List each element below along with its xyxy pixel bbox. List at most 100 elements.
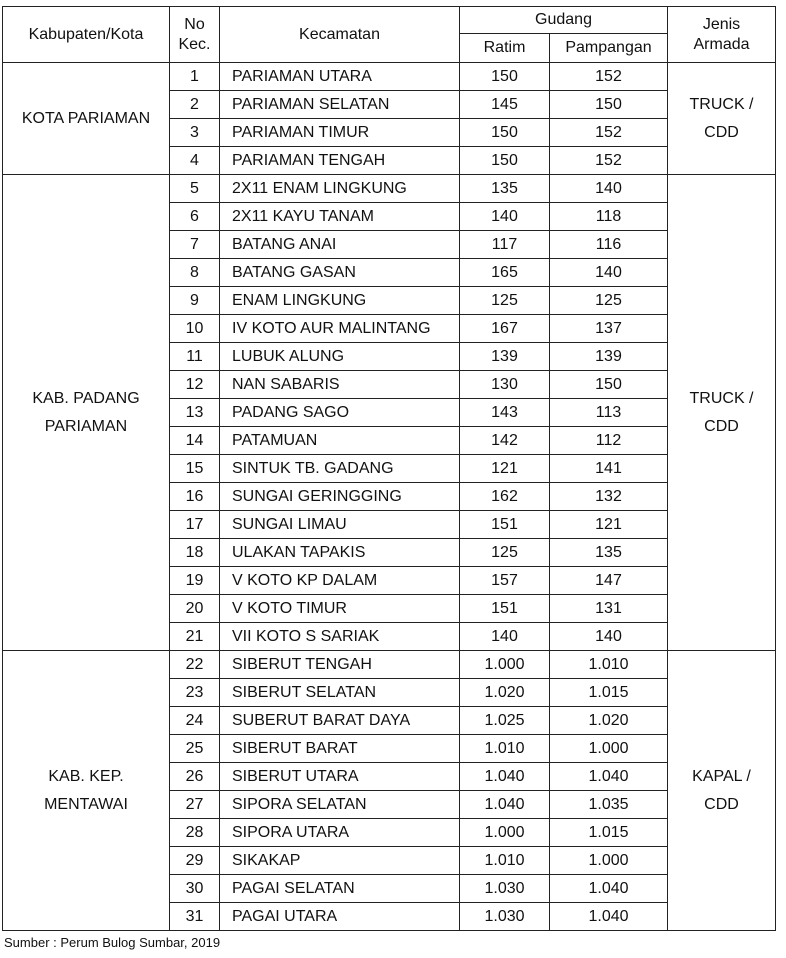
ratim-cell: 150: [459, 62, 550, 91]
pampangan-cell: 140: [549, 258, 668, 287]
kecamatan-cell: BATANG ANAI: [219, 230, 460, 259]
no-cell: 13: [169, 398, 220, 427]
pampangan-cell: 152: [549, 118, 668, 147]
no-cell: 21: [169, 622, 220, 651]
kecamatan-cell: PAGAI UTARA: [219, 902, 460, 931]
kecamatan-cell: SUBERUT BARAT DAYA: [219, 706, 460, 735]
pampangan-cell: 1.010: [549, 650, 668, 679]
kecamatan-cell: V KOTO TIMUR: [219, 594, 460, 623]
pampangan-cell: 140: [549, 622, 668, 651]
ratim-cell: 121: [459, 454, 550, 483]
ratim-cell: 1.020: [459, 678, 550, 707]
no-cell: 24: [169, 706, 220, 735]
table-row: 28 SIPORA UTARA 1.000 1.015: [3, 818, 776, 847]
kecamatan-cell: PARIAMAN UTARA: [219, 62, 460, 91]
no-cell: 1: [169, 62, 220, 91]
pampangan-cell: 112: [549, 426, 668, 455]
armada-line: CDD: [704, 417, 739, 435]
no-cell: 17: [169, 510, 220, 539]
header-pampangan: Pampangan: [549, 33, 668, 63]
no-cell: 7: [169, 230, 220, 259]
no-cell: 30: [169, 874, 220, 903]
armada-line: TRUCK /: [689, 95, 754, 113]
no-cell: 26: [169, 762, 220, 791]
no-cell: 23: [169, 678, 220, 707]
no-cell: 12: [169, 370, 220, 399]
ratim-cell: 1.010: [459, 846, 550, 875]
no-cell: 3: [169, 118, 220, 147]
table-row: 25 SIBERUT BARAT 1.010 1.000: [3, 734, 776, 763]
pampangan-cell: 139: [549, 342, 668, 371]
table-row: 13 PADANG SAGO 143 113: [3, 398, 776, 427]
header-armada-line2: Armada: [693, 35, 750, 53]
armada-cell: TRUCK / CDD: [667, 62, 776, 175]
table-row: 24 SUBERUT BARAT DAYA 1.025 1.020: [3, 706, 776, 735]
no-cell: 5: [169, 174, 220, 203]
header-kecamatan: Kecamatan: [219, 6, 460, 63]
pampangan-cell: 150: [549, 90, 668, 119]
kecamatan-cell: 2X11 KAYU TANAM: [219, 202, 460, 231]
no-cell: 11: [169, 342, 220, 371]
ratim-cell: 145: [459, 90, 550, 119]
pampangan-cell: 132: [549, 482, 668, 511]
ratim-cell: 1.025: [459, 706, 550, 735]
kecamatan-cell: PARIAMAN TIMUR: [219, 118, 460, 147]
region-line: PARIAMAN: [44, 417, 128, 435]
armada-line: CDD: [704, 795, 739, 813]
armada-line: CDD: [704, 123, 739, 141]
kecamatan-cell: SUNGAI GERINGGING: [219, 482, 460, 511]
ratim-cell: 142: [459, 426, 550, 455]
pampangan-cell: 1.000: [549, 734, 668, 763]
table-row: 29 SIKAKAP 1.010 1.000: [3, 846, 776, 875]
pampangan-cell: 113: [549, 398, 668, 427]
ratim-cell: 1.000: [459, 818, 550, 847]
kecamatan-cell: SIBERUT TENGAH: [219, 650, 460, 679]
kecamatan-cell: SIPORA SELATAN: [219, 790, 460, 819]
kecamatan-cell: IV KOTO AUR MALINTANG: [219, 314, 460, 343]
table-row: 15 SINTUK TB. GADANG 121 141: [3, 454, 776, 483]
pampangan-cell: 1.000: [549, 846, 668, 875]
table-row: KAB. PADANG PARIAMAN 5 2X11 ENAM LINGKUNG 13…: [2, 174, 776, 651]
table-row: 30 PAGAI SELATAN 1.030 1.040: [3, 874, 776, 903]
no-cell: 27: [169, 790, 220, 819]
ratim-cell: 1.000: [459, 650, 550, 679]
table-row: 27 SIPORA SELATAN 1.040 1.035: [3, 790, 776, 819]
ratim-cell: 150: [459, 146, 550, 175]
armada-line: KAPAL /: [692, 767, 751, 785]
kecamatan-cell: SIKAKAP: [219, 846, 460, 875]
kecamatan-cell: NAN SABARIS: [219, 370, 460, 399]
kecamatan-cell: ULAKAN TAPAKIS: [219, 538, 460, 567]
ratim-cell: 150: [459, 118, 550, 147]
ratim-cell: 117: [459, 230, 550, 259]
kecamatan-cell: PADANG SAGO: [219, 398, 460, 427]
table-body: KOTA PARIAMAN 1 PARIAMAN UTARA 150 152 TRUCK …: [2, 62, 776, 931]
table-row: 20 V KOTO TIMUR 151 131: [3, 594, 776, 623]
no-cell: 20: [169, 594, 220, 623]
header-no-line2: Kec.: [178, 35, 211, 53]
source-note: Sumber : Perum Bulog Sumbar, 2019: [4, 935, 221, 950]
kecamatan-cell: SINTUK TB. GADANG: [219, 454, 460, 483]
ratim-cell: 125: [459, 538, 550, 567]
pampangan-cell: 116: [549, 230, 668, 259]
kecamatan-cell: PARIAMAN TENGAH: [219, 146, 460, 175]
no-cell: 10: [169, 314, 220, 343]
table-row: 7 BATANG ANAI 117 116: [3, 230, 776, 259]
no-cell: 8: [169, 258, 220, 287]
pampangan-cell: 140: [549, 174, 668, 203]
pampangan-cell: 1.020: [549, 706, 668, 735]
ratim-cell: 140: [459, 202, 550, 231]
distance-table: Kabupaten/Kota No Kec. Kecamatan Gudang J…: [2, 6, 776, 931]
ratim-cell: 1.040: [459, 762, 550, 791]
header-armada-line1: Jenis: [702, 15, 741, 33]
kecamatan-cell: LUBUK ALUNG: [219, 342, 460, 371]
pampangan-cell: 125: [549, 286, 668, 315]
region-line: MENTAWAI: [44, 795, 128, 813]
pampangan-cell: 150: [549, 370, 668, 399]
table-row: 3 PARIAMAN TIMUR 150 152: [3, 118, 776, 147]
kecamatan-cell: SIPORA UTARA: [219, 818, 460, 847]
pampangan-cell: 121: [549, 510, 668, 539]
table-row: KOTA PARIAMAN 1 PARIAMAN UTARA 150 152 TRUCK …: [2, 62, 776, 175]
table-row: 8 BATANG GASAN 165 140: [3, 258, 776, 287]
no-cell: 29: [169, 846, 220, 875]
kecamatan-cell: SUNGAI LIMAU: [219, 510, 460, 539]
